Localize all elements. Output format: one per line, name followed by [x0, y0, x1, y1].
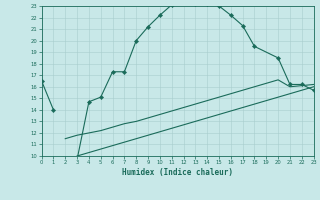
- X-axis label: Humidex (Indice chaleur): Humidex (Indice chaleur): [122, 168, 233, 177]
